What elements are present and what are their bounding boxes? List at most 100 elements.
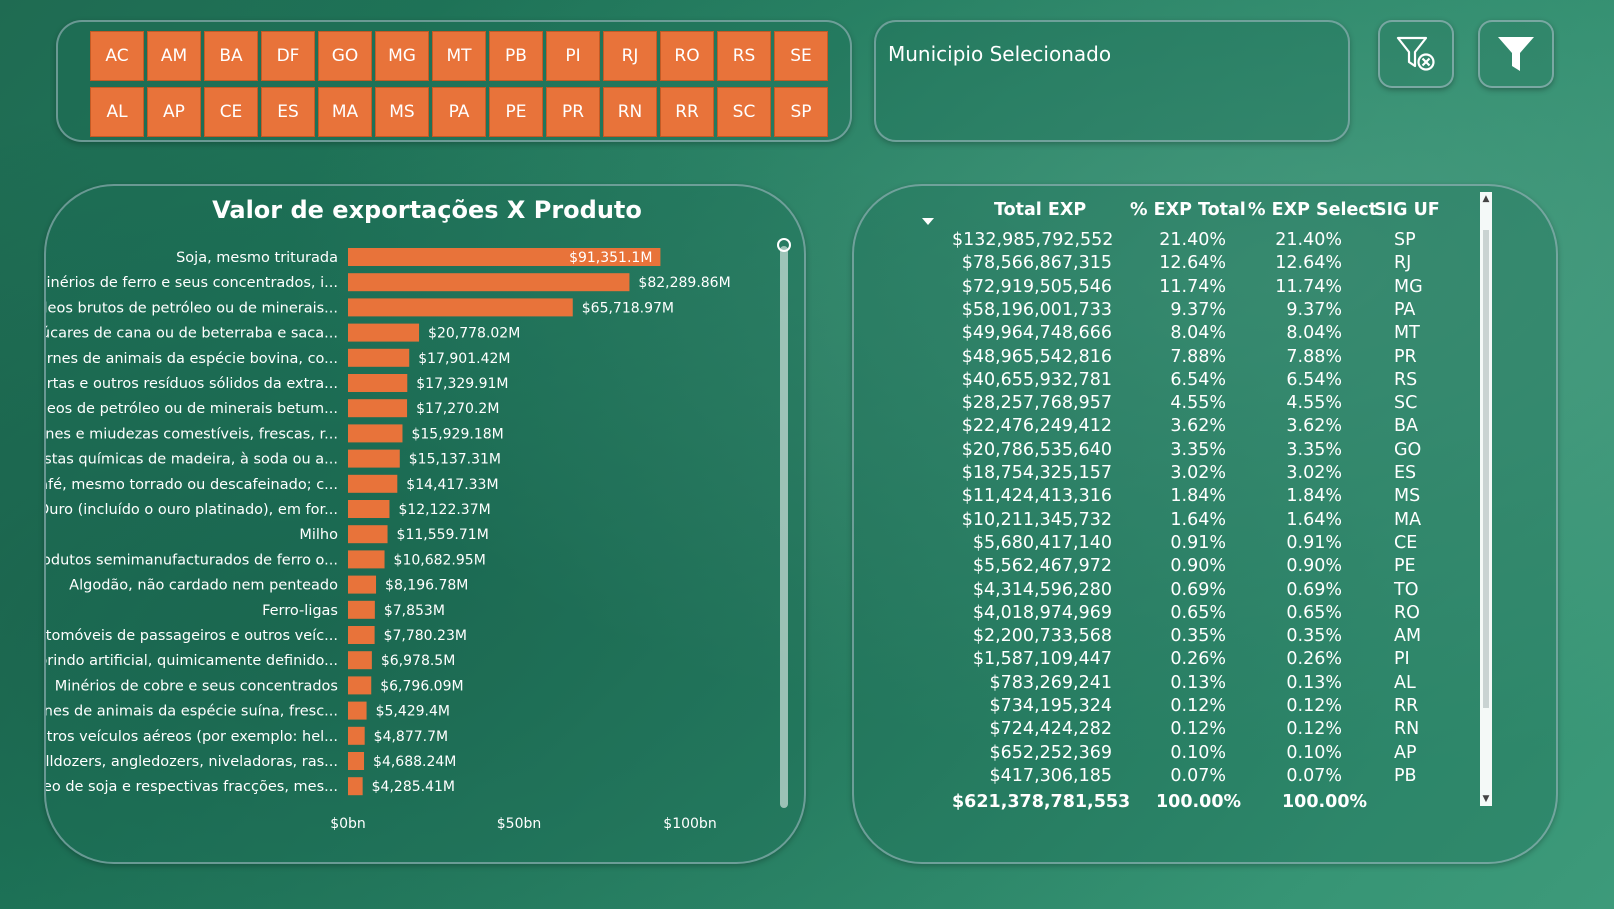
bar[interactable] <box>348 298 573 317</box>
uf-button-pi[interactable]: PI <box>546 31 600 81</box>
table-row[interactable]: $40,655,932,781 6.54% 6.54% RS <box>854 370 1474 394</box>
table-row[interactable]: $20,786,535,640 3.35% 3.35% GO <box>854 440 1474 464</box>
category-label: Automóveis de passageiros e outros veíc.… <box>46 628 338 644</box>
table-row[interactable]: $58,196,001,733 9.37% 9.37% PA <box>854 300 1474 324</box>
table-row[interactable]: $1,587,109,447 0.26% 0.26% PI <box>854 649 1474 673</box>
bar[interactable] <box>348 626 375 644</box>
bar[interactable] <box>348 600 375 619</box>
uf-button-df[interactable]: DF <box>261 31 315 81</box>
table-row[interactable]: $11,424,413,316 1.84% 1.84% MS <box>854 486 1474 510</box>
table-row[interactable]: $4,314,596,280 0.69% 0.69% TO <box>854 580 1474 604</box>
bar[interactable] <box>348 449 400 468</box>
bar[interactable] <box>348 550 385 569</box>
bar[interactable] <box>348 752 365 770</box>
table-row[interactable]: $724,424,282 0.12% 0.12% RN <box>854 719 1474 743</box>
chart-scroll-handle[interactable] <box>777 238 791 252</box>
uf-button-es[interactable]: ES <box>261 87 315 137</box>
category-label: Milho <box>299 527 338 543</box>
table-row[interactable]: $22,476,249,412 3.62% 3.62% BA <box>854 416 1474 440</box>
uf-button-se[interactable]: SE <box>774 31 828 81</box>
bar[interactable] <box>348 726 365 745</box>
table-row[interactable]: $5,680,417,140 0.91% 0.91% CE <box>854 533 1474 557</box>
table-row[interactable]: $10,211,345,732 1.64% 1.64% MA <box>854 510 1474 534</box>
uf-button-rn[interactable]: RN <box>603 87 657 137</box>
table-scrollbar[interactable]: ▲ ▼ <box>1480 192 1492 806</box>
uf-button-ac[interactable]: AC <box>90 31 144 81</box>
uf-button-sp[interactable]: SP <box>774 87 828 137</box>
bar-value-label: $15,137.31M <box>409 452 501 468</box>
cell-total-exp: $132,985,792,552 <box>952 230 1114 250</box>
uf-button-rj[interactable]: RJ <box>603 31 657 81</box>
apply-filter-button[interactable] <box>1478 20 1554 88</box>
bar-value-label: $8,196.78M <box>385 578 468 594</box>
table-row[interactable]: $783,269,241 0.13% 0.13% AL <box>854 673 1474 697</box>
table-row[interactable]: $4,018,974,969 0.65% 0.65% RO <box>854 603 1474 627</box>
municipio-panel[interactable]: Municipio Selecionado <box>874 20 1350 142</box>
uf-button-pb[interactable]: PB <box>489 31 543 81</box>
table-row[interactable]: $49,964,748,666 8.04% 8.04% MT <box>854 323 1474 347</box>
table-row[interactable]: $48,965,542,816 7.88% 7.88% PR <box>854 347 1474 371</box>
bar[interactable] <box>348 676 372 695</box>
bar[interactable] <box>348 248 661 266</box>
uf-button-rs[interactable]: RS <box>717 31 771 81</box>
bar[interactable] <box>348 399 408 418</box>
uf-button-ap[interactable]: AP <box>147 87 201 137</box>
bar[interactable] <box>348 474 398 493</box>
clear-filter-button[interactable] <box>1378 20 1454 88</box>
cell-pct-exp-select: 4.55% <box>1286 393 1342 414</box>
cell-total-exp: $4,314,596,280 <box>972 579 1112 600</box>
uf-button-ma[interactable]: MA <box>318 87 372 137</box>
cell-total-exp: $1,587,109,447 <box>972 649 1112 670</box>
header-pct-exp-select[interactable]: % EXP Select <box>1248 200 1378 220</box>
cell-pct-exp-select: 0.69% <box>1286 579 1342 600</box>
uf-button-ms[interactable]: MS <box>375 87 429 137</box>
header-total-exp[interactable]: Total EXP <box>994 200 1087 220</box>
header-pct-exp-total[interactable]: % EXP Total <box>1130 200 1246 220</box>
uf-button-pa[interactable]: PA <box>432 87 486 137</box>
uf-button-mt[interactable]: MT <box>432 31 486 81</box>
bar[interactable] <box>348 273 630 292</box>
bar[interactable] <box>348 575 377 594</box>
sort-descending-icon[interactable] <box>922 218 934 225</box>
uf-button-pr[interactable]: PR <box>546 87 600 137</box>
cell-total-exp: $724,424,282 <box>989 719 1112 740</box>
table-row[interactable]: $28,257,768,957 4.55% 4.55% SC <box>854 393 1474 417</box>
scroll-down-icon[interactable]: ▼ <box>1482 794 1490 804</box>
table-row[interactable]: $5,562,467,972 0.90% 0.90% PE <box>854 556 1474 580</box>
bar[interactable] <box>348 525 388 544</box>
bar[interactable] <box>348 651 372 670</box>
bar[interactable] <box>348 374 408 392</box>
cell-sig-uf: PA <box>1394 299 1416 320</box>
table-scroll-thumb[interactable] <box>1483 230 1489 708</box>
scroll-up-icon[interactable]: ▲ <box>1482 194 1490 204</box>
uf-button-ce[interactable]: CE <box>204 87 258 137</box>
category-label: Carnes e miudezas comestíveis, frescas, … <box>46 426 338 442</box>
table-row[interactable]: $2,200,733,568 0.35% 0.35% AM <box>854 626 1474 650</box>
table-row[interactable]: $78,566,867,315 12.64% 12.64% RJ <box>854 253 1474 277</box>
bar[interactable] <box>348 701 367 720</box>
table-row[interactable]: $18,754,325,157 3.02% 3.02% ES <box>854 463 1474 487</box>
uf-button-ba[interactable]: BA <box>204 31 258 81</box>
uf-button-go[interactable]: GO <box>318 31 372 81</box>
table-row[interactable]: $132,985,792,552 21.40% 21.40% SP <box>854 230 1474 254</box>
table-row[interactable]: $417,306,185 0.07% 0.07% PB <box>854 766 1474 790</box>
uf-button-mg[interactable]: MG <box>375 31 429 81</box>
category-label: Tortas e outros resíduos sólidos da extr… <box>46 376 338 392</box>
chart-scrollbar[interactable] <box>780 246 788 808</box>
cell-total-exp: $40,655,932,781 <box>961 369 1112 390</box>
uf-button-rr[interactable]: RR <box>660 87 714 137</box>
uf-button-sc[interactable]: SC <box>717 87 771 137</box>
bar[interactable] <box>348 424 403 443</box>
header-sig-uf[interactable]: SIG UF <box>1374 200 1440 220</box>
uf-button-ro[interactable]: RO <box>660 31 714 81</box>
uf-button-am[interactable]: AM <box>147 31 201 81</box>
bar[interactable] <box>348 777 363 796</box>
bar[interactable] <box>348 348 410 367</box>
uf-button-al[interactable]: AL <box>90 87 144 137</box>
uf-button-pe[interactable]: PE <box>489 87 543 137</box>
table-row[interactable]: $734,195,324 0.12% 0.12% RR <box>854 696 1474 720</box>
table-row[interactable]: $652,252,369 0.10% 0.10% AP <box>854 743 1474 767</box>
table-row[interactable]: $72,919,505,546 11.74% 11.74% MG <box>854 277 1474 301</box>
bar[interactable] <box>348 323 420 342</box>
bar[interactable] <box>348 500 390 518</box>
